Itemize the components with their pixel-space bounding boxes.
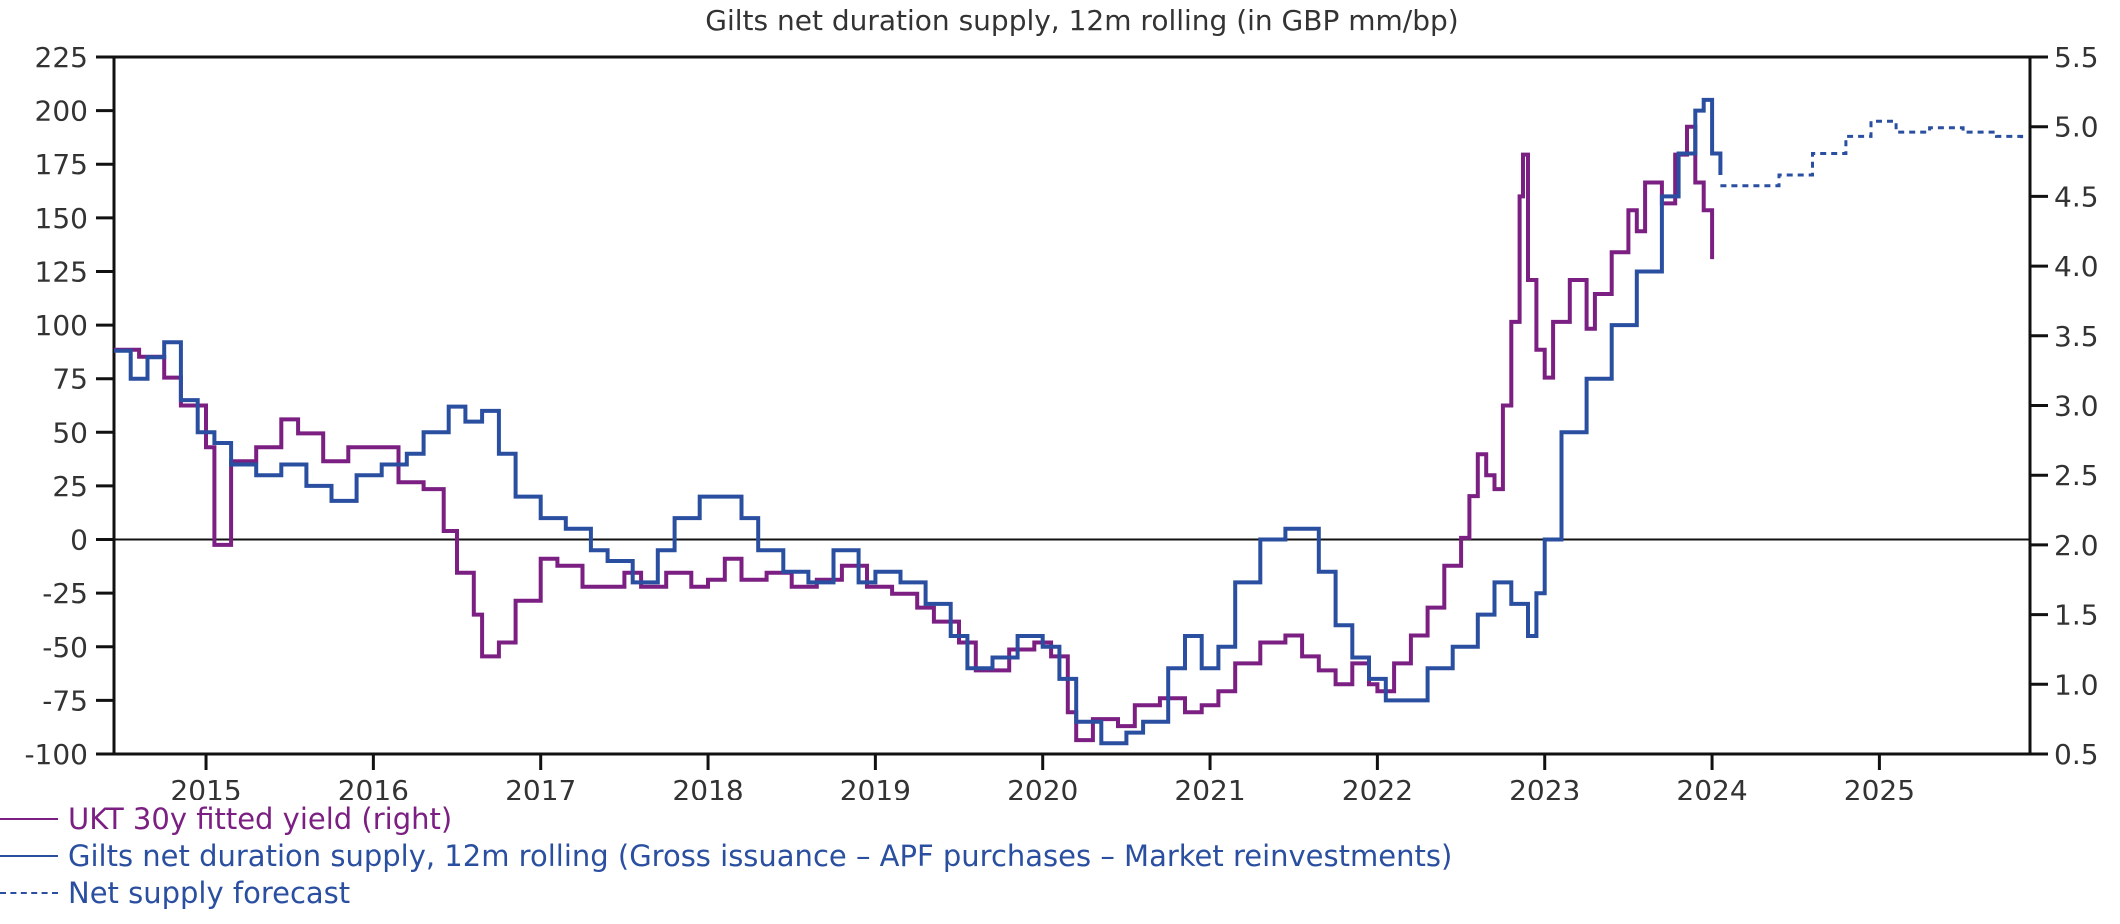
chart-title: Gilts net duration supply, 12m rolling (… <box>705 4 1458 37</box>
x-tick-label: 2023 <box>1509 774 1580 800</box>
x-tick-label: 2022 <box>1342 774 1413 800</box>
y-right-tick-label: 4.5 <box>2054 180 2099 213</box>
x-tick-label: 2019 <box>840 774 911 800</box>
series-line-2 <box>1720 119 2024 188</box>
series-layer <box>113 97 2024 746</box>
x-tick-label: 2025 <box>1844 774 1915 800</box>
x-tick-label: 2016 <box>338 774 409 800</box>
x-tick-label: 2021 <box>1174 774 1245 800</box>
y-tick-label: 125 <box>35 255 88 288</box>
y-tick-label: 25 <box>52 470 88 503</box>
legend-swatch-forecast <box>0 891 58 894</box>
y-right-tick-label: 2.5 <box>2054 459 2099 492</box>
y-tick-label: 0 <box>70 524 88 557</box>
x-tick-label: 2017 <box>505 774 576 800</box>
y-right-tick-label: 5.0 <box>2054 111 2099 144</box>
axes: 225 200 175 150 125 100 75 50 25 0 -25 -50 -75 -100 5.… <box>24 41 2098 800</box>
legend-item-supply: Gilts net duration supply, 12m rolling (… <box>0 837 1452 874</box>
y-tick-label: -50 <box>42 631 88 664</box>
y-tick-label: -25 <box>42 577 88 610</box>
x-tick-label: 2020 <box>1007 774 1078 800</box>
y-tick-label: 100 <box>35 309 88 342</box>
series-line-1 <box>114 97 1723 746</box>
y-tick-label: -100 <box>24 738 88 771</box>
series-line-0 <box>114 124 1715 743</box>
y-right-tick-label: 5.5 <box>2054 41 2099 74</box>
legend-label-yield: UKT 30y fitted yield (right) <box>68 801 453 836</box>
y-right-tick-label: 4.0 <box>2054 250 2099 283</box>
x-tick-label: 2024 <box>1676 774 1747 800</box>
y-tick-label: 225 <box>35 41 88 74</box>
y-tick-label: 150 <box>35 202 88 235</box>
legend-swatch-supply <box>0 854 58 857</box>
y-right-tick-label: 0.5 <box>2054 738 2099 771</box>
legend-item-yield: UKT 30y fitted yield (right) <box>0 800 1452 837</box>
plot-frame <box>112 55 2032 756</box>
y-tick-label: -75 <box>42 684 88 717</box>
legend-swatch-yield <box>0 817 58 820</box>
y-tick-label: 200 <box>35 95 88 128</box>
y-right-tick-label: 1.5 <box>2054 599 2099 632</box>
y-right-tick-label: 3.5 <box>2054 320 2099 353</box>
y-tick-label: 175 <box>35 148 88 181</box>
y-tick-label: 50 <box>52 416 88 449</box>
legend-item-forecast: Net supply forecast <box>0 874 1452 911</box>
y-right-tick-label: 3.0 <box>2054 390 2099 423</box>
y-right-tick-label: 2.0 <box>2054 529 2099 562</box>
x-tick-label: 2018 <box>672 774 743 800</box>
y-right-tick-label: 1.0 <box>2054 668 2099 701</box>
legend-label-forecast: Net supply forecast <box>68 875 351 910</box>
x-tick-label: 2015 <box>170 774 241 800</box>
y-tick-label: 75 <box>52 363 88 396</box>
chart: Gilts net duration supply, 12m rolling (… <box>24 4 2098 800</box>
legend: UKT 30y fitted yield (right) Gilts net d… <box>0 800 1452 911</box>
legend-label-supply: Gilts net duration supply, 12m rolling (… <box>68 838 1453 873</box>
